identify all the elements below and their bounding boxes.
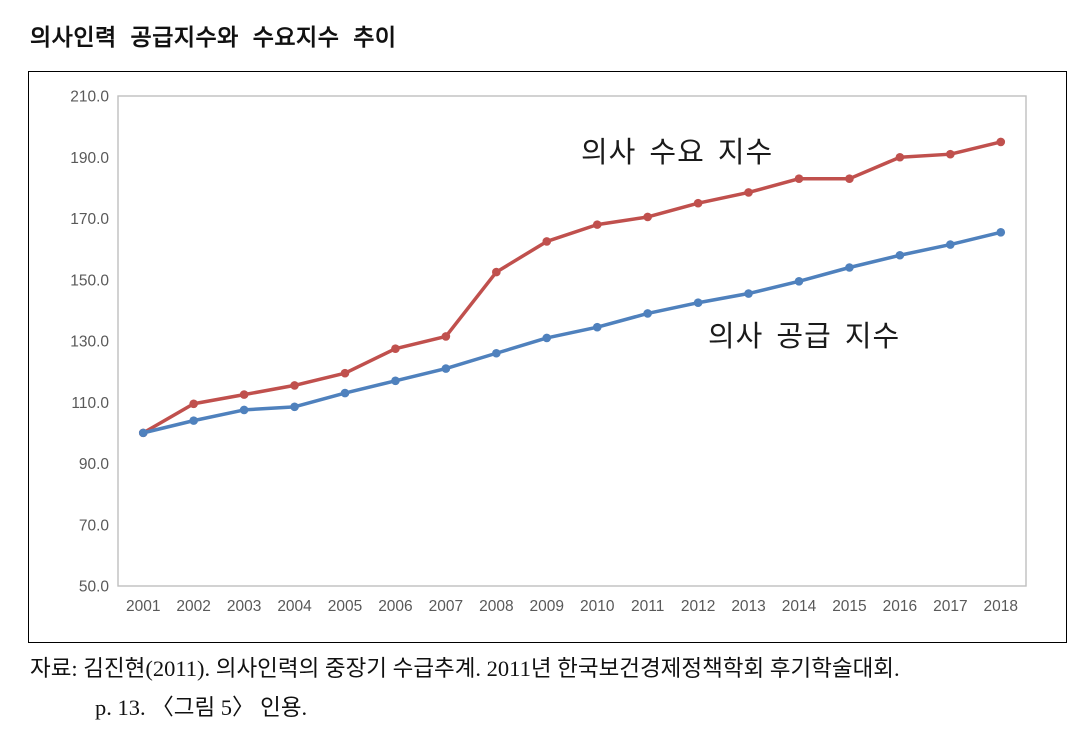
y-axis-tick-label: 90.0: [79, 456, 110, 473]
supply-data-point: [996, 227, 1006, 237]
x-axis-tick-label: 2010: [580, 598, 615, 615]
supply-data-point: [239, 405, 249, 415]
demand-data-point: [693, 198, 703, 208]
demand-data-point: [542, 237, 552, 246]
x-axis-tick-label: 2008: [479, 598, 513, 615]
demand-data-point: [794, 174, 804, 183]
x-axis-tick-label: 2018: [984, 598, 1018, 615]
x-axis-tick-label: 2011: [631, 598, 664, 615]
x-axis-tick-label: 2009: [530, 598, 564, 615]
y-axis-tick-label: 130.0: [70, 334, 109, 351]
plot-area-border: [117, 95, 1027, 587]
supply-data-point: [794, 276, 804, 286]
supply-data-point: [441, 364, 451, 373]
x-axis-tick-label: 2002: [176, 598, 210, 615]
y-axis-tick-label: 170.0: [70, 211, 109, 228]
x-axis-tick-label: 2006: [378, 598, 412, 615]
y-axis-tick-label: 70.0: [79, 517, 110, 534]
demand-data-point: [441, 332, 451, 341]
demand-data-point: [290, 381, 299, 390]
source-line-1: 자료: 김진현(2011). 의사인력의 중장기 수급추계. 2011년 한국보…: [30, 656, 900, 681]
y-axis-tick-label: 150.0: [70, 272, 109, 289]
x-axis-tick-label: 2001: [126, 598, 160, 615]
x-axis-tick-label: 2016: [883, 598, 917, 615]
demand-data-point: [239, 390, 249, 399]
supply-data-point: [592, 322, 602, 332]
figure-title: 의사인력 공급지수와 수요지수 추이: [30, 24, 397, 50]
x-axis-tick-label: 2007: [429, 598, 463, 615]
supply-data-point: [744, 289, 753, 298]
supply-data-point: [290, 402, 299, 412]
demand-data-point: [189, 399, 198, 409]
demand-data-point: [845, 174, 854, 183]
supply-data-point: [391, 376, 400, 386]
demand-data-point: [895, 152, 905, 162]
y-axis-tick-label: 110.0: [71, 395, 109, 412]
demand-data-point: [340, 368, 350, 378]
x-axis-tick-label: 2004: [277, 598, 312, 615]
supply-data-point: [542, 333, 552, 343]
source-citation: 자료: 김진현(2011). 의사인력의 중장기 수급추계. 2011년 한국보…: [30, 650, 1060, 727]
supply-data-point: [845, 263, 854, 272]
demand-series-label: 의사 수요 지수: [581, 137, 774, 169]
x-axis-tick-label: 2015: [832, 598, 866, 615]
supply-data-point: [340, 388, 350, 398]
x-axis-tick-label: 2014: [782, 598, 817, 615]
y-axis-tick-label: 210.0: [70, 89, 109, 106]
demand-data-point: [946, 149, 955, 159]
x-axis-tick-label: 2012: [681, 598, 715, 615]
demand-data-point: [492, 267, 501, 277]
supply-data-point: [895, 250, 905, 260]
demand-data-point: [592, 220, 602, 229]
supply-data-point: [693, 298, 703, 308]
source-line-2: p. 13. 〈그림 5〉 인용.: [95, 694, 308, 720]
x-axis-tick-label: 2003: [227, 598, 261, 615]
demand-data-point: [391, 344, 400, 353]
supply-series-label: 의사 공급 지수: [708, 321, 901, 353]
line-chart: 210.0 190.0 170.0 150.0 130.0 110.0 90.0 70.0 50…: [70, 89, 1027, 615]
supply-line: [141, 230, 1003, 435]
x-axis-tick-label: 2005: [328, 598, 362, 615]
supply-data-point: [643, 309, 652, 318]
y-axis-tick-label: 50.0: [79, 579, 110, 596]
supply-data-point: [492, 348, 501, 358]
x-axis-tick-label: 2013: [731, 598, 765, 615]
x-axis-tick-label: 2017: [933, 598, 967, 615]
chart-frame: 210.0 190.0 170.0 150.0 130.0 110.0 90.0 70.0 50…: [28, 71, 1067, 643]
supply-data-point: [189, 416, 198, 425]
supply-data-point: [138, 428, 148, 438]
supply-data-point: [946, 240, 955, 249]
demand-line: [141, 140, 1003, 435]
y-axis-tick-label: 190.0: [70, 150, 109, 167]
demand-data-point: [643, 212, 652, 222]
demand-data-point: [744, 188, 753, 197]
demand-data-point: [996, 137, 1006, 147]
